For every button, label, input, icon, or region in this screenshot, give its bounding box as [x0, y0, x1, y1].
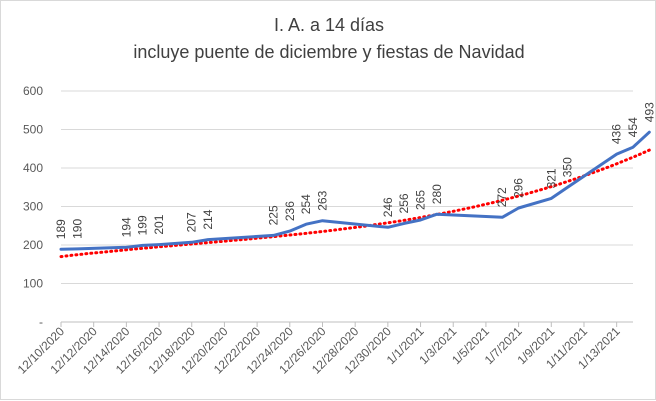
data-labels: 189 190 194 199 201 207 214 225 236 254 263 246 256 2…: [54, 102, 656, 239]
y-tick-label: -: [39, 315, 43, 329]
data-label: 272: [495, 187, 509, 207]
trend-series: [59, 148, 651, 259]
data-label: 350: [561, 157, 575, 177]
data-label: 263: [315, 190, 329, 210]
data-label: 254: [299, 194, 313, 214]
data-label: 207: [185, 212, 199, 232]
y-axis-ticks: - 100 200 300 400 500 600: [23, 84, 43, 329]
data-label: 201: [152, 214, 166, 234]
data-label: 436: [610, 124, 624, 144]
data-label: 454: [626, 117, 640, 137]
y-tick-label: 500: [23, 123, 43, 137]
chart-title-line-1: I. A. a 14 días: [273, 15, 385, 35]
trend-line: [59, 148, 651, 259]
data-label: 493: [642, 102, 656, 122]
data-label: 214: [201, 209, 215, 229]
data-label: 321: [544, 168, 558, 188]
data-label: 225: [266, 205, 280, 225]
data-label: 246: [381, 197, 395, 217]
data-label: 256: [397, 193, 411, 213]
series-line: [59, 130, 651, 251]
data-label: 189: [54, 219, 68, 239]
y-tick-label: 300: [23, 200, 43, 214]
data-label: 236: [283, 201, 297, 221]
y-tick-label: 100: [23, 277, 43, 291]
data-label: 190: [70, 219, 84, 239]
x-axis-ticks: 12/10/202012/12/202012/14/202012/16/2020…: [15, 322, 623, 377]
data-label: 280: [430, 184, 444, 204]
y-tick-label: 400: [23, 161, 43, 175]
data-label: 296: [512, 178, 526, 198]
data-label: 199: [136, 215, 150, 235]
main-series: [59, 130, 651, 251]
y-tick-label: 200: [23, 238, 43, 252]
data-label: 265: [414, 190, 428, 210]
data-label: 194: [119, 217, 133, 237]
chart-title-line-2: incluye puente de diciembre y fiestas de…: [133, 42, 525, 62]
y-tick-label: 600: [23, 84, 43, 98]
